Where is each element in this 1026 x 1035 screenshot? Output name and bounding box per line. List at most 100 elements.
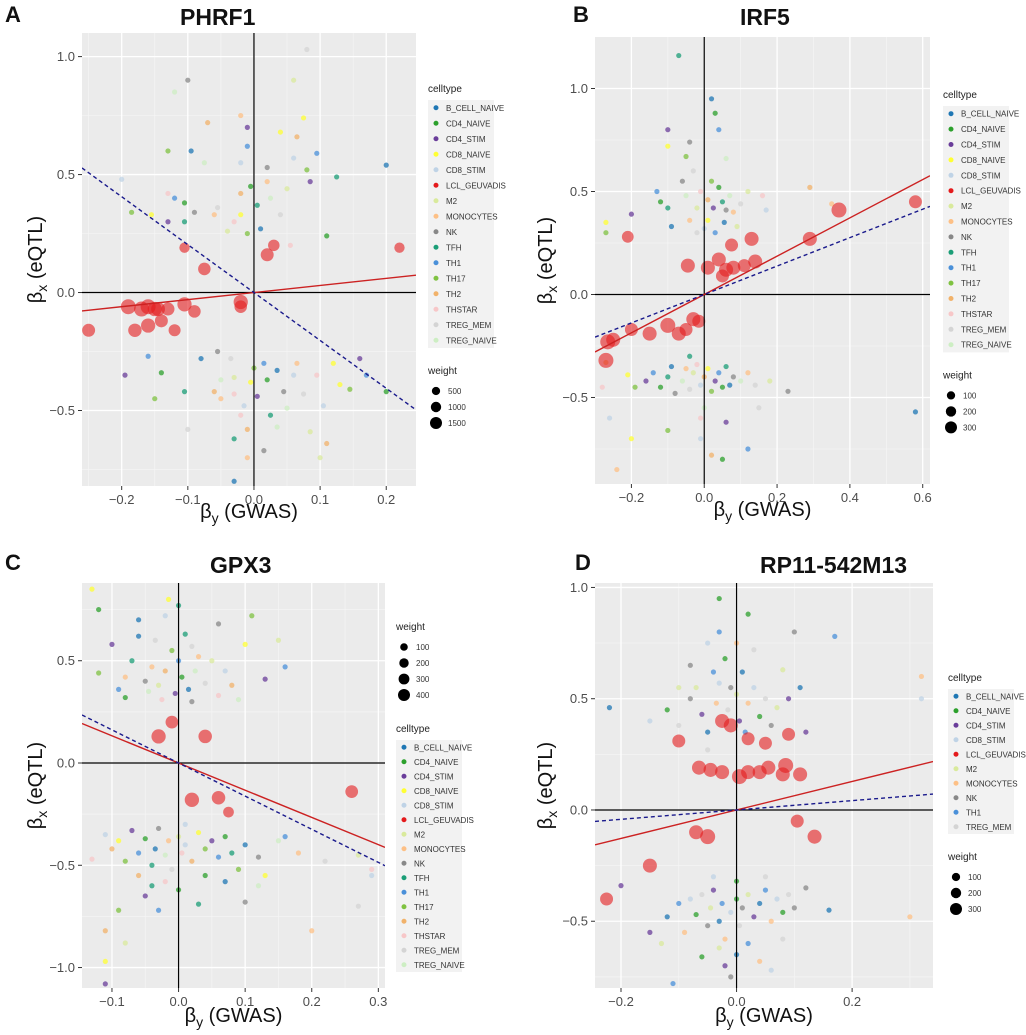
lcl-point: [782, 727, 796, 741]
y-tick-label: 0.0: [570, 287, 588, 302]
legend-weight-label: 100: [416, 643, 430, 652]
data-point: [165, 219, 171, 225]
legend-key: [948, 311, 954, 317]
plot-area: [595, 37, 930, 484]
data-point: [774, 896, 780, 902]
data-point: [202, 680, 208, 686]
y-tick-label: −0.5: [49, 858, 75, 873]
x-tick-label: 0.0: [728, 994, 746, 1009]
legend-label: M2: [961, 202, 973, 211]
data-point: [96, 606, 102, 613]
data-point: [162, 879, 168, 885]
legend-weight-key: [945, 421, 957, 434]
data-point: [179, 674, 185, 680]
legend-label: CD4_NAIVE: [414, 758, 458, 767]
legend-label: TH2: [446, 290, 462, 299]
data-point: [690, 168, 696, 174]
legend-label: M2: [446, 197, 458, 206]
panel-a: A PHRF1 −0.2 −0.1 0.0 0.1 0.2 −0.5 0.0 0.5 1.0 βy (…: [5, 2, 506, 526]
legend-label: CD8_STIM: [414, 801, 454, 810]
legend-label: CD8_NAIVE: [414, 787, 458, 796]
legend-label: CD4_NAIVE: [446, 119, 490, 128]
panel-letter: A: [5, 2, 21, 27]
data-point: [699, 954, 705, 960]
data-point: [122, 694, 128, 701]
data-point: [248, 183, 254, 189]
data-point: [214, 348, 221, 355]
data-point: [304, 167, 310, 173]
data-point: [683, 193, 689, 199]
data-point: [162, 852, 168, 858]
panel-letter: D: [575, 550, 591, 575]
data-point: [716, 918, 722, 924]
legend-key: [401, 904, 407, 910]
legend-label: TREG_NAIVE: [961, 341, 1012, 350]
data-point: [224, 228, 231, 234]
data-point: [320, 403, 327, 409]
legend-label: THSTAR: [961, 310, 993, 319]
lcl-point: [642, 858, 657, 873]
y-tick-label: 0.5: [57, 167, 75, 182]
fit-line-dashed: [595, 205, 930, 338]
lcl-point: [345, 785, 359, 798]
data-point: [606, 705, 613, 711]
x-tick-label: 0.0: [245, 492, 263, 507]
legend-key: [948, 280, 954, 286]
y-tick-label: 0.5: [570, 691, 588, 706]
data-point: [129, 658, 135, 664]
lcl-point: [198, 729, 212, 744]
legend-label: CD8_STIM: [966, 736, 1006, 745]
lcl-point: [161, 302, 175, 316]
data-point: [785, 891, 792, 898]
lcl-point: [726, 260, 741, 275]
data-point: [907, 914, 913, 920]
panel-letter: B: [573, 2, 589, 27]
legend-weight-key: [945, 406, 957, 417]
data-point: [142, 836, 148, 842]
data-point: [705, 640, 711, 646]
legend-key: [433, 229, 439, 235]
data-point: [723, 419, 729, 425]
legend-weight-key: [946, 391, 956, 400]
legend-weight-label: 1000: [448, 403, 466, 412]
data-point: [707, 905, 714, 911]
data-point: [687, 139, 693, 145]
data-point: [282, 664, 288, 670]
legend-label: CD4_NAIVE: [966, 707, 1010, 716]
y-tick-label: 0.0: [570, 802, 588, 817]
lcl-point: [198, 262, 211, 276]
data-point: [231, 219, 237, 225]
data-point: [768, 918, 774, 924]
y-axis-title: βx (eQTL): [25, 742, 50, 829]
data-point: [369, 872, 375, 879]
data-point: [780, 936, 786, 942]
lcl-point: [188, 305, 201, 318]
legend-key: [433, 167, 439, 173]
legend-key: [948, 219, 954, 224]
lcl-point: [82, 323, 96, 337]
data-point: [716, 629, 722, 635]
data-point: [807, 184, 813, 190]
legend-label: CD4_NAIVE: [961, 125, 1005, 134]
x-tick-label: 0.4: [841, 490, 859, 505]
data-point: [211, 389, 217, 395]
lcl-point: [790, 814, 804, 828]
legend-weight-label: 200: [963, 407, 977, 416]
data-point: [231, 478, 237, 484]
legend-key: [401, 802, 407, 808]
lcl-point: [600, 892, 614, 906]
data-point: [307, 429, 313, 435]
data-point: [751, 914, 757, 920]
data-point: [274, 367, 280, 373]
lcl-point: [120, 299, 136, 315]
legend-key: [433, 306, 439, 312]
data-point: [102, 958, 108, 965]
data-point: [719, 456, 726, 462]
data-point: [181, 200, 188, 206]
legend-label: LCL_GEUVADIS: [414, 816, 474, 825]
legend-key-bg: [396, 740, 462, 972]
y-tick-label: 0.0: [57, 285, 75, 300]
data-point: [102, 831, 108, 838]
data-point: [643, 378, 649, 384]
